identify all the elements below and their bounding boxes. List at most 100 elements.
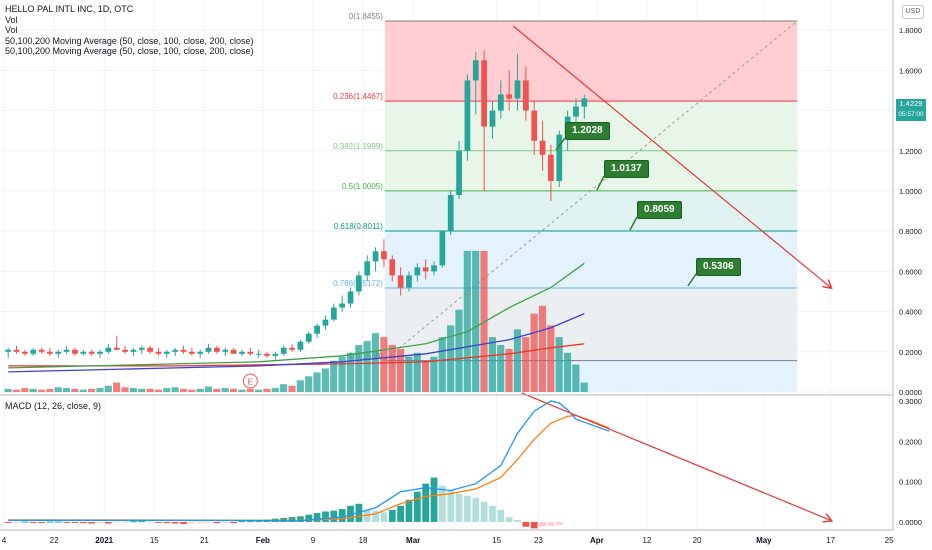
volume-bar xyxy=(405,356,413,392)
macd-legend[interactable]: MACD (12, 26, close, 9) xyxy=(5,401,102,411)
projection-arrow xyxy=(512,25,830,287)
time-tick-label: Mar xyxy=(406,536,420,545)
candle-body xyxy=(581,98,588,107)
candle-body xyxy=(573,106,579,117)
volume-bar xyxy=(463,250,471,392)
candle-body xyxy=(330,307,337,320)
macd-histogram-bar xyxy=(21,521,29,523)
time-tick-label: 18 xyxy=(359,536,368,545)
volume-bar xyxy=(488,337,496,392)
volume-bar xyxy=(146,388,154,392)
candle-body xyxy=(214,347,220,352)
fib-trend-line xyxy=(384,20,798,361)
volume-bar xyxy=(305,376,313,392)
volume-bar xyxy=(438,337,446,392)
candle-body xyxy=(472,60,479,81)
candle-body xyxy=(381,251,387,260)
macd-histogram-bar xyxy=(388,509,396,522)
candle-body xyxy=(364,261,371,276)
volume-bar xyxy=(196,388,204,392)
candle-body xyxy=(531,110,538,141)
candle-body xyxy=(97,351,103,354)
macd-histogram-bar xyxy=(514,519,521,522)
target-callout-3[interactable]: 0.8059 xyxy=(637,201,682,219)
candle-body xyxy=(339,303,346,308)
macd-histogram-bar xyxy=(297,516,304,522)
macd-histogram-bar xyxy=(555,521,563,526)
time-tick-label: May xyxy=(756,536,772,545)
volume-bar xyxy=(522,337,530,392)
volume-bar xyxy=(213,388,221,392)
time-tick-label: 22 xyxy=(50,536,59,545)
target-callout-2[interactable]: 1.0137 xyxy=(604,160,649,178)
candle-body xyxy=(506,94,513,99)
volume-bar xyxy=(330,360,338,392)
callout-pointer xyxy=(629,216,638,231)
macd-histogram-bar xyxy=(180,521,187,524)
candle-body xyxy=(556,134,563,181)
candle-body xyxy=(456,150,462,195)
target-callout-1[interactable]: 1.2028 xyxy=(565,122,610,140)
candle-body xyxy=(13,349,20,352)
fib-level-label: 0.618(0.8011) xyxy=(334,222,384,231)
fibonacci-retracement[interactable]: 0(1.8455) 0.236(1.4467) 0.382(1.1999) 0.5(1… xyxy=(333,12,798,392)
macd-histogram-bar xyxy=(213,521,221,524)
symbol-title[interactable]: HELLO PAL INTL INC, 1D, OTC xyxy=(5,4,134,14)
volume-bar xyxy=(129,388,137,392)
volume-bar xyxy=(46,388,54,392)
volume-bar xyxy=(204,386,213,392)
volume-bar xyxy=(113,382,121,392)
legend-ma-1[interactable]: 50,100,200 Moving Average (50, close, 10… xyxy=(5,35,254,46)
macd-histogram-bar xyxy=(113,521,121,523)
macd-histogram-bar xyxy=(146,521,154,523)
target-callout-4[interactable]: 0.5306 xyxy=(696,258,741,276)
volume-bar xyxy=(138,388,146,392)
macd-histogram-bar xyxy=(138,521,146,523)
macd-histogram-bar xyxy=(313,513,321,522)
macd-tick-label: 0.0000 xyxy=(899,518,922,527)
fib-level-label: 0.382(1.1999) xyxy=(333,142,383,151)
candle-body xyxy=(489,110,496,127)
volume-bar xyxy=(505,348,513,392)
macd-histogram-bar xyxy=(230,521,237,524)
candle-body xyxy=(305,333,312,342)
macd-histogram-bar xyxy=(372,510,379,522)
legend-vol-2[interactable]: Vol xyxy=(5,25,18,35)
price-tick-label: 1.8000 xyxy=(899,26,922,35)
macd-histogram-bar xyxy=(205,521,212,523)
candle-body xyxy=(88,351,95,354)
macd-histogram-bar xyxy=(489,505,496,522)
volume-bar xyxy=(62,388,71,392)
currency-button[interactable]: USD xyxy=(902,5,924,19)
macd-line xyxy=(8,400,610,522)
volume-bar xyxy=(413,352,421,392)
legend-ma-2[interactable]: 50,100,200 Moving Average (50, close, 10… xyxy=(5,46,254,56)
candle-body xyxy=(447,194,454,232)
candle-body xyxy=(113,347,120,350)
candle-body xyxy=(389,259,396,276)
macd-projection-arrow xyxy=(521,392,831,520)
volume-bar xyxy=(313,372,321,392)
legend-vol-1[interactable]: Vol xyxy=(5,14,18,25)
volume-bar xyxy=(355,344,363,392)
price-tick-label: 0.4000 xyxy=(899,308,922,317)
fib-zone xyxy=(384,21,798,102)
annotations[interactable]: E xyxy=(242,25,830,389)
macd-histogram-bar xyxy=(430,477,438,522)
macd-histogram-bar xyxy=(71,521,79,523)
volume-bar xyxy=(37,389,46,392)
macd-histogram-bar xyxy=(447,489,455,522)
candle-body xyxy=(47,351,53,354)
macd-histogram-bar xyxy=(196,521,204,524)
candle-body xyxy=(63,349,70,352)
volume-bar xyxy=(346,352,354,392)
macd-histogram-bar xyxy=(155,521,162,523)
fib-zone xyxy=(384,360,798,392)
macd-histogram-bar xyxy=(171,521,179,524)
callout-pointer xyxy=(687,273,697,287)
moving-averages xyxy=(8,262,585,373)
macd-histogram-bar xyxy=(530,521,538,529)
candle-body xyxy=(5,349,12,352)
candle-body xyxy=(130,349,137,352)
